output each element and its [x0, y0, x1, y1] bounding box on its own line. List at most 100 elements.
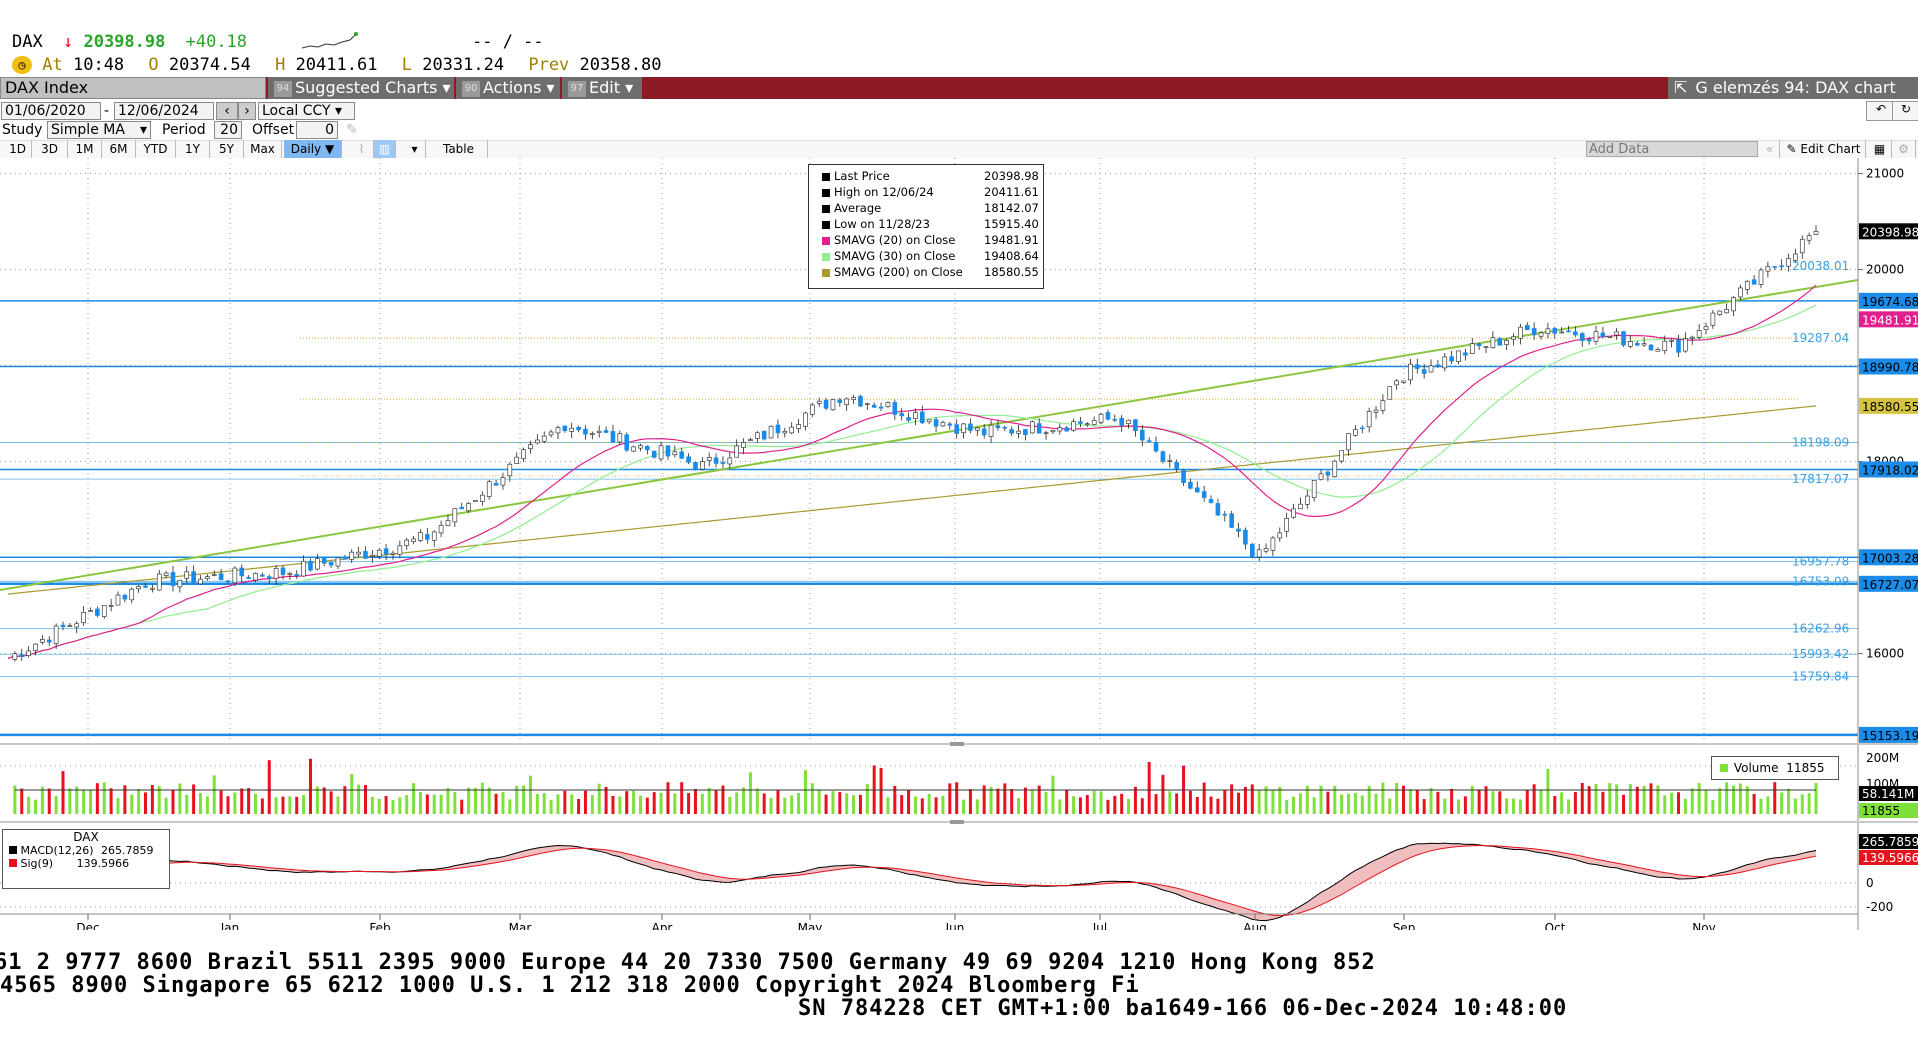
candle	[1772, 265, 1778, 270]
next-arrow-icon[interactable]: ›	[238, 102, 256, 120]
chart-title-tab[interactable]: ⇱ G elemzés 94: DAX chart	[1668, 77, 1918, 99]
offset-input[interactable]: 0	[296, 121, 338, 139]
volume-bar	[1663, 795, 1667, 814]
range-3d[interactable]: 3D	[32, 140, 68, 158]
range-max[interactable]: Max	[244, 140, 282, 158]
volume-bar	[480, 782, 484, 814]
candle-body	[1043, 432, 1049, 435]
candle	[452, 508, 458, 527]
refresh-icon[interactable]: ↻	[1892, 101, 1918, 121]
legend-row: Low on 11/28/23 15915.40	[812, 217, 1042, 233]
candle	[1463, 348, 1468, 361]
chart-type-dropdown-icon[interactable]: ▾	[404, 140, 426, 158]
candle	[445, 514, 451, 527]
interval-select[interactable]: Daily ▼	[284, 140, 342, 158]
collapse-icon[interactable]: «	[1760, 140, 1780, 158]
candle	[53, 623, 59, 650]
volume-bar	[1814, 783, 1818, 814]
add-data-input[interactable]: Add Data	[1586, 141, 1758, 157]
currency-select[interactable]: Local CCY ▾	[258, 102, 355, 120]
date-from-input[interactable]: 01/06/2020	[1, 102, 101, 120]
study-select[interactable]: Simple MA ▾	[47, 121, 151, 139]
candle-body	[1359, 427, 1365, 430]
candle-body	[486, 481, 492, 497]
macd-legend[interactable]: DAX MACD(12,26) 265.7859 Sig(9) 139.5966	[2, 829, 170, 889]
axis-tag: 19674.68	[1859, 292, 1918, 309]
candle-body	[480, 494, 485, 502]
candle-body	[686, 456, 691, 463]
candle-body	[363, 551, 368, 559]
volume-bar	[975, 799, 979, 814]
range-1y[interactable]: 1Y	[176, 140, 210, 158]
edit-button[interactable]: 97 Edit ▾	[562, 77, 642, 99]
legend-value: 20398.98	[984, 169, 1039, 183]
candle	[260, 572, 265, 577]
candle-body	[995, 425, 1001, 429]
period-input[interactable]: 20	[214, 121, 242, 139]
legend-value: 18580.55	[984, 265, 1039, 279]
volume-bar	[1037, 785, 1041, 814]
candle	[1655, 347, 1661, 352]
volume-bar	[1326, 791, 1330, 814]
candle	[1002, 425, 1008, 432]
candle-body	[1738, 287, 1743, 298]
candle	[143, 582, 148, 589]
candle-body	[411, 538, 416, 542]
range-1d[interactable]: 1D	[4, 140, 32, 158]
volume-bar	[1127, 798, 1131, 814]
candle-body	[782, 431, 788, 434]
suggested-charts-button[interactable]: 94 Suggested Charts ▾	[268, 77, 454, 99]
chart-settings-icon[interactable]: ▦	[1868, 140, 1892, 158]
actions-button[interactable]: 90 Actions ▾	[456, 77, 560, 99]
candle	[1243, 527, 1248, 550]
candle-type-icon[interactable]: ▥	[374, 140, 396, 158]
candle	[1249, 542, 1255, 559]
range-ytd[interactable]: YTD	[136, 140, 176, 158]
range-1m[interactable]: 1M	[68, 140, 102, 158]
table-button[interactable]: Table	[430, 140, 488, 158]
vol-tag-label: 58.141M	[1862, 787, 1914, 801]
volume-bar	[302, 794, 306, 814]
legend-label: SMAVG (200) on Close	[834, 265, 963, 279]
session-info: SN 784228 CET GMT+1:00 ba1649-166 06-Dec…	[798, 996, 1568, 1021]
candle-body	[260, 574, 265, 577]
prev-arrow-icon[interactable]: ‹	[216, 102, 238, 120]
candle-body	[1813, 230, 1819, 235]
pencil-icon[interactable]: ✎	[346, 122, 358, 138]
candle-body	[1208, 499, 1214, 503]
candle-body	[1538, 332, 1544, 337]
volume-bar	[1216, 798, 1220, 814]
candle-body	[60, 624, 66, 627]
volume-bar	[1422, 799, 1426, 814]
range-6m[interactable]: 6M	[102, 140, 136, 158]
volume-legend[interactable]: Volume 11855	[1711, 756, 1839, 780]
macd-swatch	[9, 846, 17, 854]
candle-body	[1325, 471, 1331, 476]
line-type-icon[interactable]: ⌇	[350, 140, 374, 158]
volume-bar	[1470, 785, 1474, 814]
candle	[528, 440, 533, 454]
edit-chart-button[interactable]: ✎ Edit Chart	[1782, 140, 1866, 158]
security-field[interactable]: DAX Index	[0, 77, 266, 99]
axis-tag-label: 15153.19	[1862, 729, 1918, 743]
candle	[1091, 416, 1097, 426]
candle	[1277, 527, 1283, 542]
date-to-input[interactable]: 12/06/2024	[114, 102, 214, 120]
candle	[74, 621, 80, 634]
candle-body	[1483, 346, 1489, 348]
candle-body	[342, 556, 348, 560]
candle-body	[535, 439, 540, 444]
range-5y[interactable]: 5Y	[210, 140, 244, 158]
price-legend[interactable]	[808, 164, 1044, 289]
time-axis: DecJanFebMarAprMayJunJulAugSepOctNov2023…	[0, 913, 1858, 930]
gear-icon[interactable]: ⚙	[1892, 140, 1916, 158]
volume-bar	[1642, 785, 1646, 814]
candle-body	[741, 442, 746, 448]
volume-bar	[1670, 792, 1674, 814]
candle-body	[129, 588, 135, 601]
candle	[315, 553, 320, 571]
volume-bar	[1546, 768, 1550, 814]
volume-bar	[20, 788, 24, 814]
candle-body	[1628, 341, 1633, 347]
candle-body	[1504, 340, 1509, 345]
